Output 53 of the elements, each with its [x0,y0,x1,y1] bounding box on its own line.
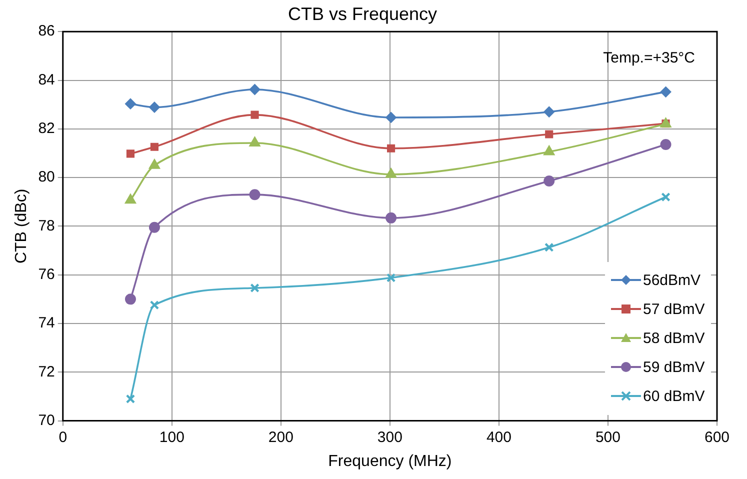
point [544,242,554,252]
y-tick-label: 76 [38,266,55,283]
y-tick-label: 84 [38,71,55,88]
chart-title: CTB vs Frequency [288,4,438,24]
point [386,273,396,282]
point [249,189,260,200]
point [250,283,260,293]
point [148,222,160,233]
point [660,138,672,150]
point [249,136,260,147]
legend-label: 59 dBmV [643,358,705,376]
y-axis-title: CTB (dBc) [13,188,30,264]
point [660,86,672,98]
x-tick-label: 500 [595,428,620,446]
y-tick-label: 86 [38,22,55,40]
point [148,158,160,169]
point [150,142,158,151]
y-tick-label: 80 [38,168,55,186]
x-tick-label: 300 [377,428,402,446]
y-tick-label: 74 [38,314,55,332]
point [126,150,135,158]
point [124,194,136,204]
point [543,145,555,156]
x-tick-label: 600 [704,428,730,446]
point [661,192,670,202]
x-tick-label: 200 [268,428,294,446]
point [385,168,397,178]
y-tick-label: 70 [38,412,55,429]
point [126,394,136,404]
point [150,300,160,310]
legend-label: 58 dBmV [643,330,705,347]
annotation: Temp.=+35°C [603,50,696,67]
x-tick-label: 0 [58,428,68,446]
point [386,112,397,123]
legend-label: 57 dBmV [643,300,705,318]
point [544,175,555,186]
point [386,144,396,152]
point [148,102,160,113]
x-tick-label: 400 [486,428,512,446]
point [386,212,397,224]
point [250,110,259,119]
legend-label: 56dBmV [643,272,701,289]
x-tick-label: 100 [159,428,184,446]
point [545,130,554,138]
x-axis-title: Frequency (MHz) [328,452,452,470]
y-tick-label: 72 [38,363,55,380]
y-tick-label: 78 [38,217,55,234]
legend-label: 60 dBmV [643,388,705,405]
point [249,84,260,95]
point [124,294,136,305]
point [124,98,136,110]
point [544,106,555,118]
y-tick-label: 82 [38,120,55,138]
